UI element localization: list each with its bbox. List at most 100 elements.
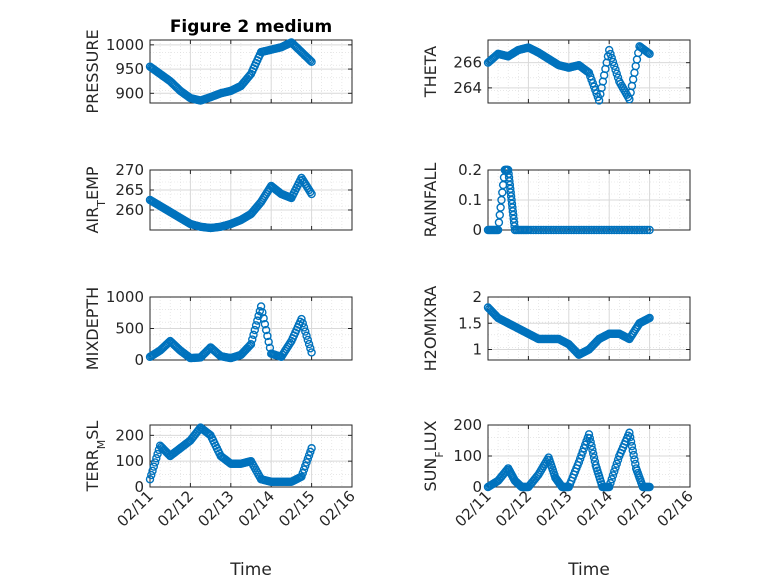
data-marker xyxy=(264,337,273,347)
series-markers xyxy=(145,302,316,363)
y-tick-label: 200 xyxy=(453,416,482,434)
data-marker xyxy=(645,225,654,235)
data-marker xyxy=(164,338,174,347)
data-marker xyxy=(645,482,654,492)
data-marker xyxy=(250,325,259,335)
y-axis-label: PRESSURE xyxy=(83,29,102,113)
y-axis-label: RAINFALL xyxy=(421,163,440,238)
data-marker xyxy=(642,225,652,235)
data-marker xyxy=(302,331,311,340)
data-marker xyxy=(628,446,637,455)
data-marker xyxy=(607,475,616,484)
y-tick-label: 270 xyxy=(115,161,144,179)
y-tick-label: 200 xyxy=(115,426,144,444)
subplot-rainfall: 0 0.1 0.2 RAINFALL xyxy=(421,161,691,239)
data-marker xyxy=(301,327,310,336)
y-tick-label: 264 xyxy=(453,79,482,97)
data-marker xyxy=(630,455,639,464)
y-tick-label: 1000 xyxy=(106,36,144,54)
axes-box xyxy=(487,296,691,361)
data-marker xyxy=(586,437,595,447)
axes-box xyxy=(487,39,691,104)
subplot-air_temp: 260 265 270 AIRTEMP xyxy=(83,161,353,234)
y-tick-label: 2 xyxy=(472,288,482,306)
data-marker xyxy=(245,71,254,80)
data-marker xyxy=(645,49,654,59)
data-marker xyxy=(610,61,619,71)
data-marker xyxy=(258,308,267,317)
y-tick-label: 0.2 xyxy=(458,161,482,179)
data-marker xyxy=(608,471,618,480)
data-marker xyxy=(627,441,637,451)
data-marker xyxy=(263,331,272,341)
data-marker xyxy=(259,314,268,323)
data-marker xyxy=(588,445,597,454)
data-marker xyxy=(607,53,616,63)
series-markers xyxy=(145,423,316,487)
y-axis-label: AIRTEMP xyxy=(83,166,108,233)
data-marker xyxy=(299,323,309,332)
y-axis-label: MIXDEPTH xyxy=(83,287,102,370)
data-marker xyxy=(606,478,615,488)
y-tick-label: 265 xyxy=(115,181,144,199)
data-marker xyxy=(145,475,155,484)
y-tick-label: 260 xyxy=(115,201,144,219)
series-markers xyxy=(483,165,654,235)
series-markers xyxy=(145,38,316,105)
data-marker xyxy=(611,463,620,472)
data-marker xyxy=(248,335,257,344)
data-marker xyxy=(307,348,316,357)
series-markers xyxy=(483,42,654,105)
data-marker xyxy=(256,302,266,311)
y-axis-label: THETA xyxy=(421,46,440,98)
data-marker xyxy=(306,56,315,65)
data-marker xyxy=(610,467,619,476)
series-markers xyxy=(483,303,654,359)
data-marker xyxy=(148,466,157,476)
y-tick-label: 0 xyxy=(472,221,482,239)
data-marker xyxy=(306,344,315,353)
data-marker xyxy=(608,57,618,67)
subplot-h2omixra: 1 1.5 2 H2OMIXRA xyxy=(421,286,691,371)
y-tick-label: 266 xyxy=(453,54,482,72)
data-marker xyxy=(251,321,261,330)
y-tick-label: 0.1 xyxy=(458,191,482,209)
data-marker xyxy=(246,340,256,349)
subplot-theta: 264 266 THETA xyxy=(421,39,691,105)
data-marker xyxy=(645,313,654,323)
data-marker xyxy=(304,55,314,64)
data-marker xyxy=(147,470,156,480)
data-marker xyxy=(584,430,594,439)
series-markers xyxy=(483,428,654,492)
y-tick-label: 1 xyxy=(472,341,482,359)
data-marker xyxy=(307,444,316,453)
data-marker xyxy=(589,449,598,458)
series-markers xyxy=(145,173,316,233)
y-tick-label: 0 xyxy=(134,351,144,369)
data-marker xyxy=(297,314,306,324)
y-axis-label: SUNFLUX xyxy=(421,420,446,491)
axes-box xyxy=(149,424,353,488)
data-marker xyxy=(153,449,162,459)
y-tick-label: 900 xyxy=(115,84,144,102)
data-marker xyxy=(249,330,258,339)
y-tick-label: 950 xyxy=(115,60,144,78)
y-tick-label: 0 xyxy=(134,478,144,496)
data-marker xyxy=(606,49,615,59)
data-marker xyxy=(585,433,595,443)
data-marker xyxy=(307,189,316,199)
data-marker xyxy=(150,458,160,467)
data-marker xyxy=(612,459,621,468)
data-marker xyxy=(261,325,271,335)
data-marker xyxy=(307,57,316,67)
data-marker xyxy=(304,339,314,349)
chart-title: Figure 2 medium xyxy=(170,17,332,37)
data-marker xyxy=(626,433,635,442)
data-marker xyxy=(152,454,161,463)
data-marker xyxy=(605,482,614,492)
y-tick-label: 500 xyxy=(115,320,144,338)
y-tick-label: 1.5 xyxy=(458,314,482,332)
